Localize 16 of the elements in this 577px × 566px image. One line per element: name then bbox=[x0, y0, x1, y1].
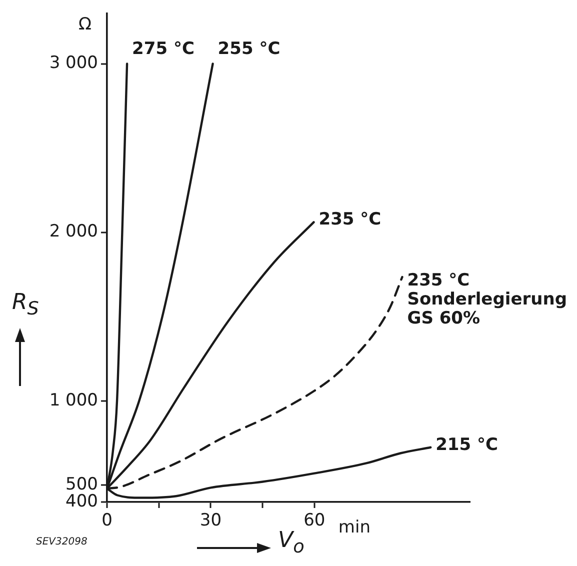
series-label: 215 °C bbox=[436, 434, 498, 455]
x-tick-label: 30 bbox=[200, 510, 222, 531]
x-axis-title: V$_{o}$ bbox=[278, 528, 304, 558]
text: SEV32098 bbox=[36, 536, 88, 548]
x-tick-label: 60 bbox=[304, 510, 326, 531]
series-label: 255 °C bbox=[218, 39, 280, 60]
y-tick-label: 1 000 bbox=[49, 390, 98, 410]
series-label: 275 °C bbox=[132, 39, 194, 60]
y-tick-label: 3 000 bbox=[49, 53, 98, 74]
x-tick-label: 0 bbox=[102, 510, 112, 531]
y-tick-label: 2 000 bbox=[49, 222, 98, 242]
series-label: 235 °C Sonderlegierung GS 60% bbox=[407, 270, 567, 328]
text: Ω bbox=[78, 14, 92, 35]
series-label: 235 °C bbox=[318, 210, 382, 230]
text: min bbox=[338, 517, 370, 538]
y-axis-title: R$_{S}$ bbox=[12, 290, 39, 320]
